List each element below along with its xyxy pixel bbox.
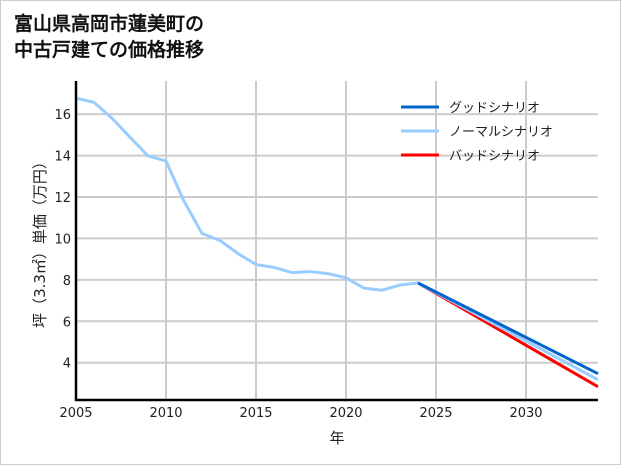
legend-label: グッドシナリオ <box>449 101 540 116</box>
x-tick-label: 2015 <box>239 406 272 421</box>
y-axis-label: 坪（3.3㎡）単価（万円） <box>31 154 49 328</box>
title-line-2: 中古戸建ての価格推移 <box>14 39 205 61</box>
x-axis-label: 年 <box>329 429 344 447</box>
x-tick-label: 2010 <box>149 406 182 421</box>
y-tick-label: 8 <box>63 274 71 289</box>
y-tick-label: 14 <box>54 150 71 165</box>
legend-label: バッドシナリオ <box>449 149 540 164</box>
y-tick-label: 16 <box>54 108 71 123</box>
x-tick-label: 2005 <box>59 406 92 421</box>
x-tick-label: 2025 <box>419 406 452 421</box>
series-line-0 <box>417 281 599 376</box>
chart-title: 富山県高岡市蓮美町の 中古戸建ての価格推移 <box>14 11 204 63</box>
x-tick-label: 2030 <box>509 406 542 421</box>
legend-label: ノーマルシナリオ <box>449 125 553 140</box>
title-line-1: 富山県高岡市蓮美町の <box>14 13 205 35</box>
y-tick-label: 10 <box>54 232 71 247</box>
series-line-1 <box>75 96 599 382</box>
y-tick-label: 6 <box>63 315 71 330</box>
y-tick-label: 4 <box>63 357 71 372</box>
y-tick-label: 12 <box>54 191 71 206</box>
x-tick-label: 2020 <box>329 406 362 421</box>
